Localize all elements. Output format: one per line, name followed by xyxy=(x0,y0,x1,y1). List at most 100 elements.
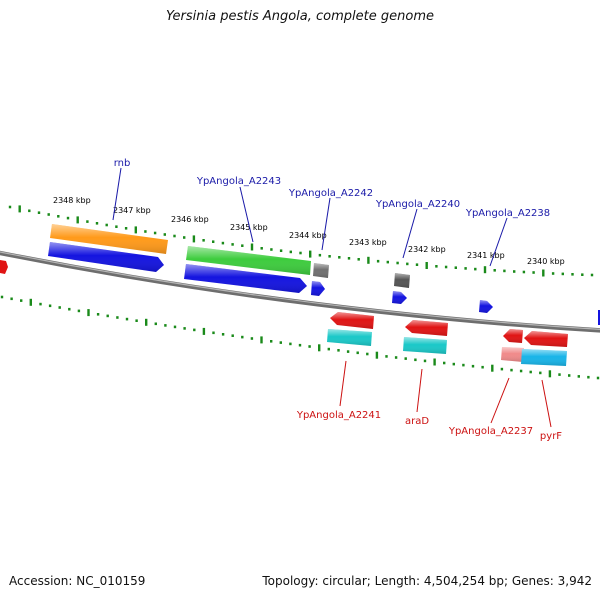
label-araD[interactable]: araD xyxy=(405,416,429,427)
top-minor-tick xyxy=(289,250,292,254)
kbp-label-2341: 2341 kbp xyxy=(467,251,505,260)
top-minor-tick xyxy=(551,272,555,275)
kbp-label-2342: 2342 kbp xyxy=(408,245,446,254)
feature-araD[interactable] xyxy=(405,320,448,336)
bottom-minor-tick xyxy=(164,324,167,327)
top-minor-tick xyxy=(144,230,147,233)
top-major-tick xyxy=(18,205,21,213)
label-rnb[interactable]: rnb xyxy=(114,158,131,169)
bottom-minor-tick xyxy=(587,375,590,379)
bottom-major-tick xyxy=(433,358,436,366)
label-pyrF[interactable]: pyrF xyxy=(540,431,562,442)
kbp-label-2347: 2347 kbp xyxy=(113,206,151,215)
top-minor-tick xyxy=(347,257,351,260)
label-YpAngola_A2241[interactable]: YpAngola_A2241 xyxy=(296,410,381,421)
bottom-minor-tick xyxy=(462,363,465,367)
bottom-minor-tick xyxy=(404,357,407,360)
top-minor-tick xyxy=(406,262,409,266)
top-minor-tick xyxy=(357,258,360,261)
top-major-tick xyxy=(309,250,312,258)
kbp-label-2348: 2348 kbp xyxy=(53,196,91,205)
feature-YpAngola_A2241-cds[interactable] xyxy=(327,329,372,346)
leader-rnb xyxy=(112,167,122,221)
bottom-minor-tick xyxy=(68,307,71,311)
top-minor-tick xyxy=(270,248,273,251)
kbp-tick-labels: 2348 kbp 2347 kbp 2346 kbp 2345 kbp 2344… xyxy=(53,196,565,266)
label-YpAngola_A2238[interactable]: YpAngola_A2238 xyxy=(465,208,550,219)
kbp-label-2345: 2345 kbp xyxy=(230,223,268,232)
top-minor-tick xyxy=(279,249,283,252)
top-minor-tick xyxy=(376,259,380,263)
feature-rnb[interactable] xyxy=(50,224,168,254)
top-minor-tick xyxy=(173,234,176,238)
top-minor-tick xyxy=(8,205,12,209)
label-leader-lines xyxy=(112,167,552,428)
bottom-minor-tick xyxy=(183,327,186,330)
feature-YpAngola_A2243-cds[interactable] xyxy=(184,264,307,293)
bottom-major-tick xyxy=(548,370,552,378)
leader-YpAngola_A2242 xyxy=(321,197,331,251)
bottom-minor-tick xyxy=(106,314,109,318)
feature-rnb-cds[interactable] xyxy=(48,242,164,272)
bottom-minor-tick xyxy=(452,362,455,366)
bottom-minor-tick xyxy=(481,365,484,369)
feature-YpAngola_A2240-cds[interactable] xyxy=(392,291,407,304)
top-minor-tick xyxy=(581,273,584,276)
reverse-strand-features xyxy=(327,312,568,366)
bottom-minor-tick xyxy=(0,295,4,299)
top-minor-tick xyxy=(590,273,594,277)
feature-YpAngola_A2238-cds[interactable] xyxy=(479,300,493,313)
gene-labels: rnb YpAngola_A2243 YpAngola_A2242 YpAngo… xyxy=(114,158,563,442)
leader-YpAngola_A2237 xyxy=(490,377,510,424)
label-YpAngola_A2240[interactable]: YpAngola_A2240 xyxy=(375,199,460,210)
top-minor-tick xyxy=(202,239,205,242)
bottom-major-tick xyxy=(375,351,379,359)
bottom-minor-tick xyxy=(366,352,369,356)
top-minor-tick xyxy=(124,227,128,230)
top-minor-tick xyxy=(454,266,457,269)
bottom-minor-tick xyxy=(539,371,542,375)
feature-araD-cds[interactable] xyxy=(403,337,447,354)
top-minor-tick xyxy=(464,267,467,270)
top-minor-tick xyxy=(299,251,302,255)
feature-YpAngola_A2243[interactable] xyxy=(186,246,311,275)
leader-YpAngola_A2240 xyxy=(402,208,418,259)
feature-offscreen-left-red[interactable] xyxy=(0,260,8,274)
bottom-minor-tick xyxy=(39,302,42,306)
feature-pyrF[interactable] xyxy=(524,331,568,347)
bottom-minor-tick xyxy=(327,347,330,351)
bottom-minor-tick xyxy=(10,297,13,301)
feature-YpAngola_A2240[interactable] xyxy=(394,273,410,288)
bottom-minor-tick xyxy=(346,350,350,353)
feature-pyrF-cds[interactable] xyxy=(521,349,567,366)
top-minor-tick xyxy=(522,270,526,274)
bottom-minor-tick xyxy=(48,304,52,308)
bottom-minor-tick xyxy=(193,328,196,332)
top-minor-tick xyxy=(212,240,215,243)
label-YpAngola_A2243[interactable]: YpAngola_A2243 xyxy=(196,176,281,187)
kbp-label-2343: 2343 kbp xyxy=(349,238,387,247)
leader-YpAngola_A2243 xyxy=(239,186,254,243)
top-minor-tick xyxy=(183,236,186,239)
label-YpAngola_A2242[interactable]: YpAngola_A2242 xyxy=(288,188,373,199)
leader-YpAngola_A2241 xyxy=(339,360,347,407)
top-minor-tick xyxy=(318,253,322,257)
feature-YpAngola_A2242-cds[interactable] xyxy=(311,281,325,296)
genome-backbone xyxy=(0,250,600,333)
feature-YpAngola_A2237[interactable] xyxy=(503,329,523,343)
feature-YpAngola_A2242[interactable] xyxy=(313,263,329,278)
top-minor-tick xyxy=(28,209,31,213)
top-minor-tick xyxy=(221,241,225,245)
feature-YpAngola_A2237-cds[interactable] xyxy=(501,347,524,362)
top-major-tick xyxy=(425,262,428,269)
bottom-minor-tick xyxy=(337,349,340,352)
bottom-minor-tick xyxy=(241,335,244,339)
top-minor-tick xyxy=(163,233,166,236)
bottom-minor-tick xyxy=(135,319,138,322)
top-minor-tick xyxy=(493,269,496,272)
bottom-minor-tick xyxy=(529,370,532,374)
bottom-major-tick xyxy=(260,336,263,344)
bottom-minor-tick xyxy=(423,359,427,363)
feature-YpAngola_A2241[interactable] xyxy=(330,312,374,329)
label-YpAngola_A2237[interactable]: YpAngola_A2237 xyxy=(448,426,533,437)
